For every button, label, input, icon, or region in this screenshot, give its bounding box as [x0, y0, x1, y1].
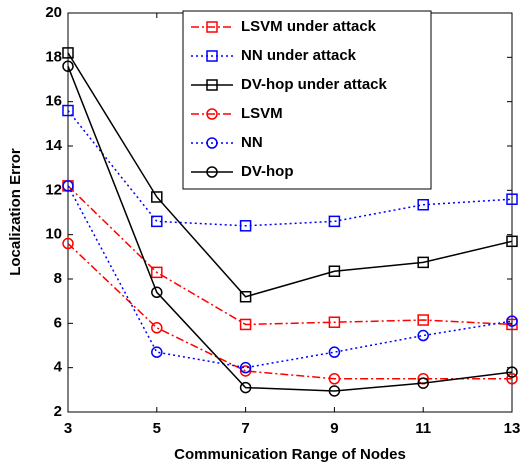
legend-label: LSVM [241, 105, 283, 122]
data-point [62, 104, 74, 117]
data-point [417, 256, 429, 269]
series-line [67, 185, 513, 369]
data-point [151, 215, 163, 228]
data-point [151, 346, 163, 358]
data-point [417, 198, 429, 211]
legend: LSVM under attack NN under attack DV-hop u… [182, 10, 432, 190]
y-tick-label: 10 [45, 226, 62, 243]
y-axis-label: Localization Error [7, 148, 24, 276]
data-point [239, 220, 252, 232]
data-point [62, 180, 74, 192]
x-tick-label: 7 [241, 420, 249, 437]
data-point [417, 314, 429, 326]
data-point [328, 385, 341, 397]
y-tick-label: 14 [45, 137, 62, 154]
data-point [328, 373, 341, 385]
x-axis-label: Communication Range of Nodes [174, 446, 406, 463]
data-point [62, 47, 74, 59]
legend-box [182, 10, 432, 190]
data-point [151, 266, 163, 279]
series-line [67, 65, 513, 392]
y-tick-label: 20 [45, 4, 62, 21]
legend-marker [206, 79, 218, 91]
data-point [417, 377, 429, 389]
data-point [506, 235, 518, 248]
data-point [506, 193, 518, 205]
data-point [239, 361, 252, 374]
legend-label: NN under attack [241, 47, 357, 64]
data-point [328, 265, 341, 277]
data-point [506, 373, 518, 385]
series-line [67, 242, 512, 380]
legend-label: DV-hop [241, 163, 294, 180]
y-tick-label: 2 [54, 403, 62, 420]
legend-label: LSVM under attack [241, 18, 377, 35]
data-point [151, 322, 163, 334]
x-tick-label: 11 [415, 420, 431, 437]
y-tick-label: 16 [45, 93, 62, 110]
legend-marker [206, 137, 218, 149]
data-point [151, 191, 163, 203]
x-tick-label: 9 [330, 420, 338, 437]
data-point [239, 365, 252, 377]
series-line [67, 52, 513, 298]
y-tick-label: 4 [54, 359, 63, 376]
series-line [67, 185, 513, 326]
data-point [62, 237, 74, 250]
data-point [328, 215, 341, 228]
legend-marker [206, 21, 218, 33]
legend-marker [206, 166, 218, 178]
x-tick-label: 3 [64, 420, 72, 437]
y-tick-label: 12 [45, 181, 62, 198]
x-tick-label: 5 [153, 420, 161, 437]
legend-label: NN [241, 134, 263, 151]
y-tick-label: 8 [54, 270, 62, 287]
legend-marker [206, 108, 218, 120]
data-point [239, 318, 252, 331]
data-point [328, 316, 341, 328]
data-point [506, 366, 518, 378]
data-point [239, 381, 252, 394]
data-point [151, 286, 163, 299]
series-line [67, 110, 513, 227]
data-point [506, 318, 518, 331]
y-tick-label: 18 [45, 48, 62, 65]
legend-label: DV-hop under attack [241, 76, 388, 93]
data-point [239, 290, 252, 303]
legend-marker [206, 50, 218, 62]
data-point [328, 346, 341, 358]
y-tick-label: 6 [54, 314, 62, 331]
data-point [62, 60, 74, 72]
x-tick-label: 13 [504, 420, 521, 437]
data-point [417, 329, 429, 342]
data-point [506, 315, 518, 327]
